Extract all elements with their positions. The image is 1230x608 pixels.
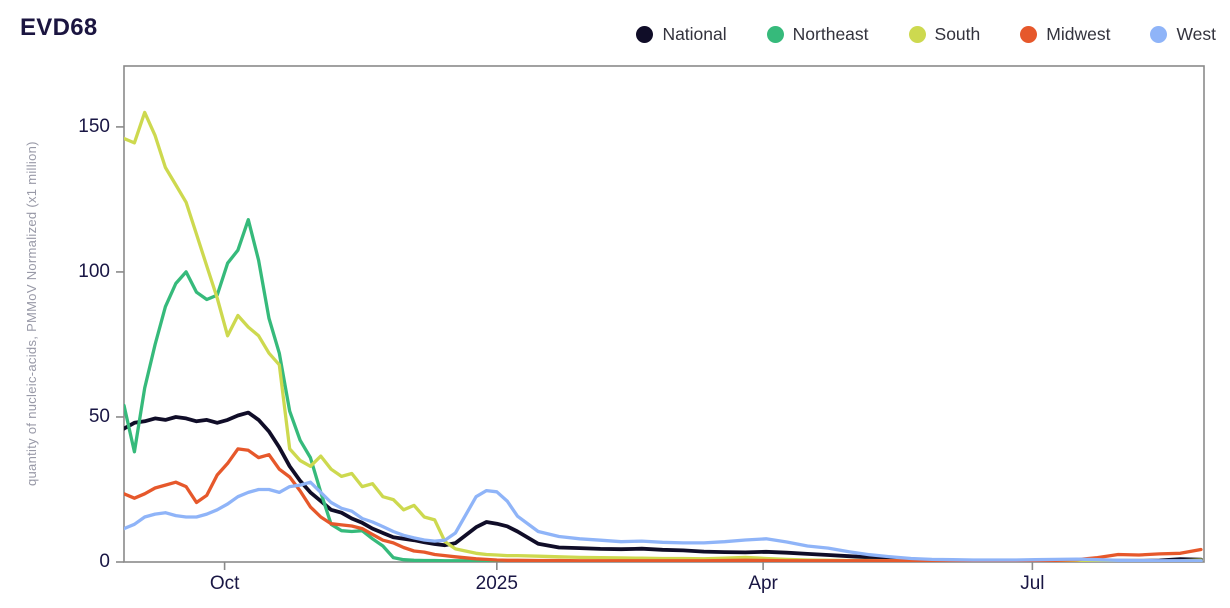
- legend-dot-national-icon: [636, 26, 654, 43]
- y-axis-label: quantity of nucleic-acids, PMMoV Normali…: [24, 141, 39, 487]
- legend-item-national[interactable]: National: [636, 24, 727, 45]
- series-line-national: [124, 410, 1203, 562]
- legend-item-midwest[interactable]: Midwest: [1020, 24, 1110, 45]
- series-line-west: [124, 480, 1203, 562]
- y-tick-label-100: 100: [78, 260, 110, 282]
- x-tick-label-2025: 2025: [475, 573, 518, 594]
- y-tick-label-0: 0: [99, 551, 110, 572]
- chart-title: EVD68: [20, 14, 98, 41]
- legend: National Northeast South Midwest West: [636, 24, 1216, 45]
- legend-label: Midwest: [1046, 24, 1111, 44]
- legend-item-northeast[interactable]: Northeast: [766, 24, 869, 45]
- y-tick-label-50: 50: [88, 405, 110, 427]
- y-tick-label-150: 150: [78, 115, 110, 137]
- legend-label: West: [1176, 24, 1216, 44]
- series-line-northeast: [124, 218, 1203, 562]
- legend-label: South: [934, 24, 981, 44]
- legend-item-west[interactable]: West: [1150, 24, 1216, 45]
- legend-dot-northeast-icon: [766, 26, 784, 43]
- x-tick-label-Oct: Oct: [209, 573, 240, 594]
- series-line-south: [124, 110, 1203, 562]
- legend-dot-south-icon: [908, 26, 926, 43]
- series-line-midwest: [124, 447, 1203, 562]
- x-tick-label-Apr: Apr: [748, 573, 778, 594]
- legend-dot-west-icon: [1150, 26, 1168, 43]
- legend-label: National: [662, 24, 727, 44]
- legend-dot-midwest-icon: [1020, 26, 1038, 43]
- legend-item-south[interactable]: South: [908, 24, 981, 45]
- x-tick-label-Jul: Jul: [1020, 573, 1045, 594]
- legend-label: Northeast: [792, 24, 869, 44]
